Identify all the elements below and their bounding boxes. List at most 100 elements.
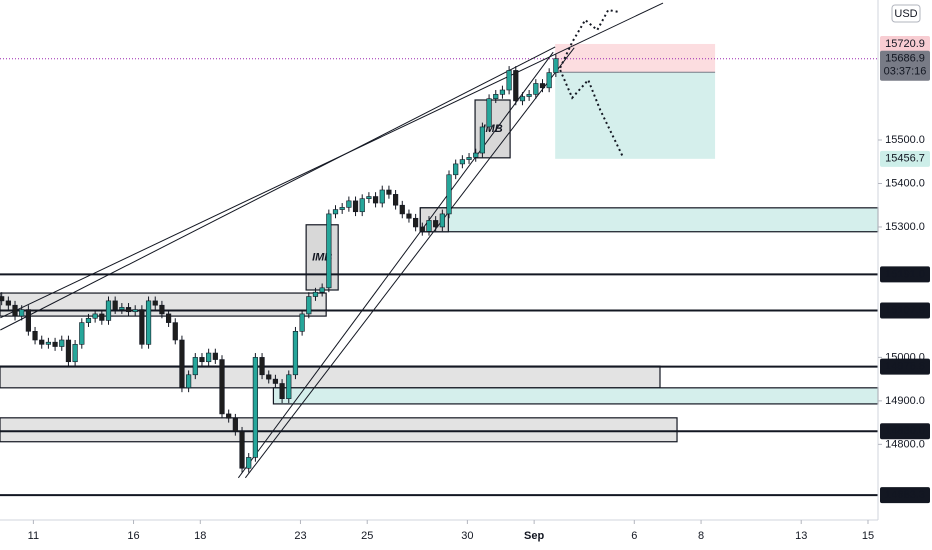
- candle-body: [446, 174, 452, 215]
- price-label-bg: [880, 150, 930, 167]
- candle-body: [179, 339, 185, 389]
- candle-body: [125, 307, 132, 313]
- trend-line: [0, 46, 556, 331]
- x-tick-label: 13: [795, 530, 807, 542]
- y-tick-label: 14800.0: [885, 438, 925, 450]
- candle-body: [519, 96, 526, 102]
- candle-body: [546, 72, 552, 89]
- zone: [0, 417, 678, 443]
- candle-body: [32, 331, 38, 341]
- last-price-label: 15686.9: [885, 53, 925, 65]
- candle-body: [393, 194, 399, 206]
- candle-body: [379, 189, 385, 204]
- candle-body: [513, 70, 519, 102]
- candle-body: [19, 309, 25, 317]
- candle-body: [219, 359, 225, 415]
- candle-body: [279, 383, 285, 399]
- countdown: 03:37:16: [884, 66, 927, 78]
- candle-body: [499, 89, 506, 95]
- candle-body: [165, 313, 172, 323]
- candle-body: [352, 200, 359, 213]
- candle-body: [319, 287, 325, 293]
- stop-zone: [555, 43, 716, 73]
- candle-body: [259, 357, 265, 376]
- candle-body: [406, 213, 412, 219]
- candle-body: [0, 296, 5, 302]
- candle-body: [299, 313, 305, 332]
- zone: [272, 387, 879, 405]
- candle-body: [386, 189, 392, 195]
- candle-body: [112, 300, 118, 310]
- candle-body: [479, 126, 485, 154]
- candle-body: [426, 220, 432, 232]
- currency-badge[interactable]: [891, 4, 921, 23]
- candle-body: [292, 331, 299, 376]
- level-label-bg: [880, 302, 930, 319]
- x-tick-label: 8: [698, 530, 704, 542]
- candle-body: [346, 200, 352, 208]
- candle-body: [152, 300, 158, 306]
- candle-body: [493, 94, 499, 99]
- candle-body: [439, 213, 445, 228]
- candle-body: [72, 344, 78, 363]
- candle-body: [306, 296, 312, 315]
- candle-body: [239, 431, 245, 469]
- level-label: 14683.3: [885, 489, 925, 501]
- currency: USD: [894, 8, 917, 20]
- y-tick-label: 15300.0: [885, 221, 925, 233]
- x-tick-label: Sep: [524, 530, 544, 542]
- candle-body: [459, 159, 465, 165]
- candle-body: [232, 417, 238, 432]
- x-tick-label: 30: [461, 530, 473, 542]
- candle-body: [45, 341, 52, 345]
- candle-body: [332, 209, 339, 215]
- candle-body: [433, 220, 439, 228]
- candle-body: [52, 341, 58, 347]
- zone: [0, 365, 661, 389]
- candle-body: [139, 309, 145, 345]
- price-label: 15456.7: [885, 153, 925, 165]
- level-label-bg: [880, 266, 930, 283]
- x-tick-label: 6: [631, 530, 637, 542]
- level-label-bg: [880, 487, 930, 504]
- candle-body: [192, 357, 198, 376]
- level-label: 14830.0: [885, 425, 925, 437]
- candle-body: [419, 226, 425, 232]
- level-label-bg: [880, 358, 930, 375]
- candle-body: [272, 378, 279, 384]
- y-tick-label: 15400.0: [885, 177, 925, 189]
- candle-body: [226, 413, 232, 419]
- candle-body: [145, 300, 152, 345]
- candle-body: [526, 94, 532, 97]
- candle-body: [12, 304, 18, 317]
- x-tick-label: 25: [361, 530, 373, 542]
- trend-line: [237, 51, 554, 479]
- y-tick-label: 14900.0: [885, 395, 925, 407]
- candle-body: [453, 163, 459, 176]
- candle-body: [65, 339, 72, 363]
- level-label: 14978.8: [885, 361, 925, 373]
- level-label-bg: [880, 423, 930, 440]
- trend-line: [244, 47, 575, 479]
- x-tick-label: 23: [294, 530, 306, 542]
- candle-body: [252, 357, 258, 458]
- candle-body: [533, 83, 539, 95]
- x-tick-label: 11: [28, 530, 39, 542]
- price-label-bg: [880, 35, 930, 52]
- target-zone: [555, 72, 716, 159]
- candle-body: [286, 374, 292, 399]
- x-tick-label: 16: [127, 530, 139, 542]
- candle-body: [326, 213, 332, 289]
- candle-body: [5, 300, 11, 306]
- candle-body: [413, 217, 419, 228]
- candle-body: [312, 291, 319, 297]
- x-tick-label: 15: [862, 530, 874, 542]
- price-label: 15720.9: [885, 38, 925, 50]
- y-tick-label: 15500.0: [885, 134, 925, 146]
- candle-body: [85, 317, 92, 323]
- zone: [419, 207, 879, 233]
- candle-body: [159, 304, 165, 315]
- candle-body: [266, 374, 272, 380]
